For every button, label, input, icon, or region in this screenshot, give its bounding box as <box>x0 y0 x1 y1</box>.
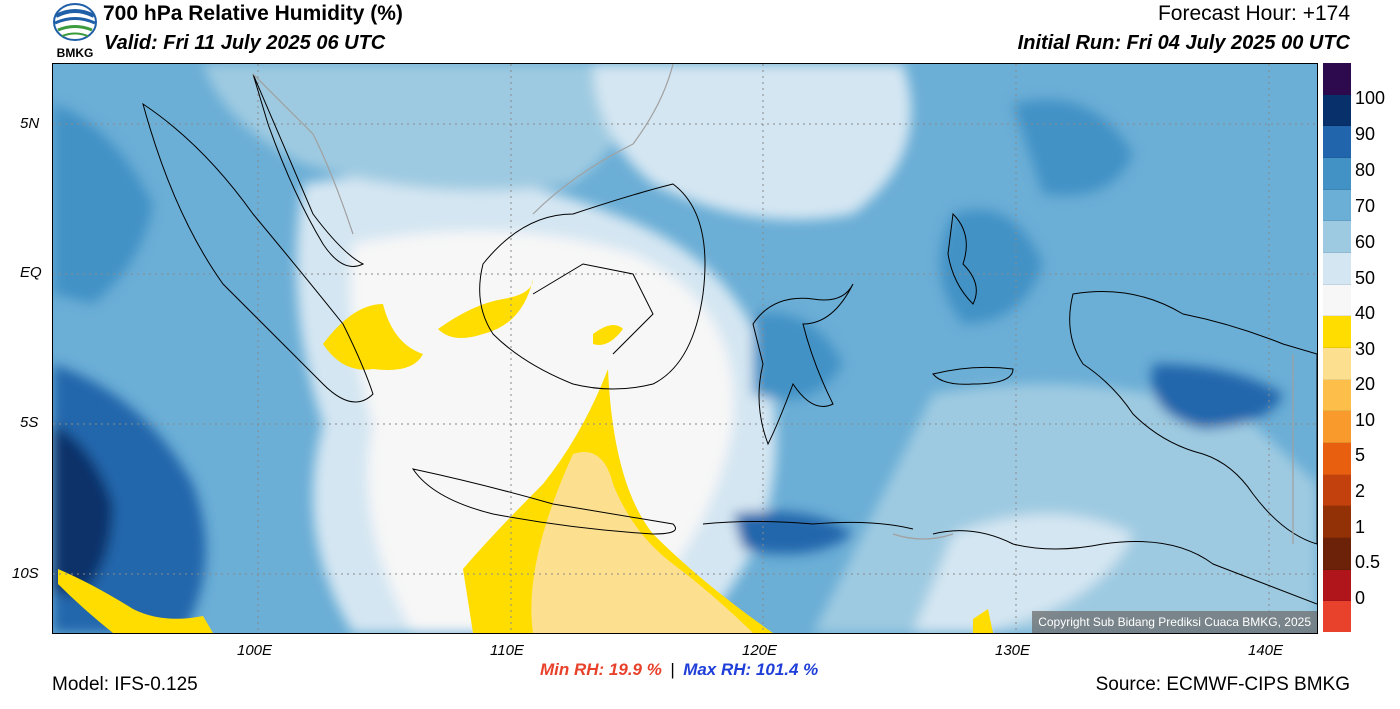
colorbar-swatch <box>1323 94 1351 127</box>
colorbar-label: 2 <box>1355 481 1366 501</box>
colorbar-label: 10 <box>1355 410 1376 430</box>
colorbar-label: 5 <box>1355 445 1366 465</box>
colorbar-swatch <box>1323 601 1351 633</box>
lat-tick-10s: 10S <box>12 565 39 582</box>
colorbar-label: 50 <box>1355 268 1376 288</box>
colorbar-swatch <box>1323 221 1351 254</box>
lon-tick-100e: 100E <box>237 642 273 659</box>
min-rh: Min RH: 19.9 % <box>540 660 662 679</box>
colorbar-swatch <box>1323 189 1351 222</box>
colorbar-swatch <box>1323 506 1351 539</box>
colorbar <box>1323 63 1351 633</box>
initial-run: Initial Run: Fri 04 July 2025 00 UTC <box>1017 32 1350 54</box>
rh-stats: Min RH: 19.9 % | Max RH: 101.4 % <box>540 660 818 680</box>
colorbar-label: 60 <box>1355 232 1376 252</box>
colorbar-swatch <box>1323 63 1351 95</box>
colorbar-label: 40 <box>1355 303 1376 323</box>
colorbar-swatch <box>1323 348 1351 380</box>
colorbar-label: 20 <box>1355 374 1376 394</box>
copyright-notice: Copyright Sub Bidang Prediksi Cuaca BMKG… <box>1032 611 1317 633</box>
lat-tick-5s: 5S <box>20 414 39 431</box>
colorbar-swatch <box>1323 284 1351 317</box>
colorbar-label: 0.5 <box>1355 552 1381 572</box>
colorbar-label: 90 <box>1355 124 1376 144</box>
colorbar-label: 100 <box>1355 88 1386 108</box>
max-rh: Max RH: 101.4 % <box>683 660 819 679</box>
lon-tick-120e: 120E <box>742 642 778 659</box>
colorbar-swatch <box>1323 126 1351 159</box>
colorbar-label: 30 <box>1355 339 1376 359</box>
colorbar-swatch <box>1323 316 1351 349</box>
colorbar-label: 80 <box>1355 160 1376 180</box>
colorbar-label: 70 <box>1355 196 1376 216</box>
source-label: Source: ECMWF-CIPS BMKG <box>1095 674 1350 695</box>
model-label: Model: IFS-0.125 <box>52 674 198 695</box>
colorbar-swatch <box>1323 474 1351 507</box>
colorbar-swatch <box>1323 411 1351 444</box>
colorbar-labels: 100 90 80 70 60 50 40 30 20 10 5 2 1 0.5… <box>1355 63 1400 632</box>
forecast-hour: Forecast Hour: +174 <box>1157 2 1350 25</box>
lon-tick-140e: 140E <box>1248 642 1284 659</box>
colorbar-label: 1 <box>1355 517 1366 537</box>
humidity-field <box>53 64 1317 633</box>
lat-tick-eq: EQ <box>20 264 42 281</box>
colorbar-swatch <box>1323 443 1351 475</box>
colorbar-swatch <box>1323 538 1351 570</box>
coastlines <box>142 73 1317 605</box>
stats-separator: | <box>670 660 675 679</box>
colorbar-swatch <box>1323 379 1351 412</box>
colorbar-swatch <box>1323 158 1351 190</box>
colorbar-swatches <box>1323 63 1351 633</box>
lat-tick-5n: 5N <box>20 115 40 132</box>
map-title: 700 hPa Relative Humidity (%) <box>103 2 403 25</box>
humidity-map: Copyright Sub Bidang Prediksi Cuaca BMKG… <box>52 63 1318 634</box>
colorbar-label: 0 <box>1355 588 1366 608</box>
bmkg-logo: BMKG <box>52 2 98 60</box>
logo-text: BMKG <box>56 46 94 60</box>
valid-time: Valid: Fri 11 July 2025 06 UTC <box>104 32 386 54</box>
lon-tick-130e: 130E <box>995 642 1031 659</box>
colorbar-swatch <box>1323 569 1351 602</box>
lon-tick-110e: 110E <box>490 642 524 659</box>
colorbar-swatch <box>1323 253 1351 285</box>
